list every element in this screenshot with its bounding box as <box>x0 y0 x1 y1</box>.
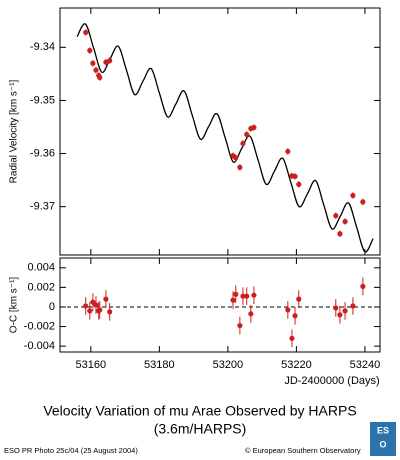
y-tick-label: -0.004 <box>24 340 55 352</box>
y-tick-label: -9.35 <box>30 94 55 106</box>
x-tick-label: 53240 <box>350 359 381 371</box>
data-point <box>240 293 246 299</box>
logo-text: O <box>379 439 386 449</box>
data-point <box>337 312 343 318</box>
y-tick-label: -9.34 <box>30 41 55 53</box>
data-point <box>97 307 103 313</box>
data-point <box>285 148 291 155</box>
data-point <box>93 67 99 73</box>
footer-right: © European Southern Observatory <box>245 446 361 455</box>
logo-text: ES <box>377 425 389 435</box>
data-point <box>292 173 298 179</box>
data-point <box>333 305 339 311</box>
data-point <box>87 47 93 54</box>
data-point <box>90 60 96 66</box>
data-point <box>251 124 257 131</box>
data-point <box>244 293 250 299</box>
plot-frame <box>59 7 381 256</box>
data-point <box>296 181 302 187</box>
data-point <box>237 322 243 329</box>
data-point <box>292 313 298 319</box>
data-point <box>350 303 356 309</box>
data-point <box>360 283 366 289</box>
data-point <box>360 199 366 205</box>
caption-title: Velocity Variation of mu Arae Observed b… <box>43 403 356 419</box>
data-point <box>248 311 254 317</box>
data-point <box>83 303 89 309</box>
logo <box>370 422 396 456</box>
data-point <box>230 297 236 303</box>
data-point <box>237 164 243 170</box>
data-point <box>337 231 343 237</box>
data-point <box>333 213 339 219</box>
data-point <box>233 291 239 297</box>
y-tick-label: -9.37 <box>30 201 55 213</box>
data-point <box>107 57 113 64</box>
footer-left: ESO PR Photo 25c/04 (25 August 2004) <box>4 446 138 455</box>
plot-frame <box>59 257 381 353</box>
x-tick-label: 53200 <box>213 359 244 371</box>
x-axis-label: JD-2400000 (Days) <box>284 375 379 387</box>
caption-subtitle: (3.6m/HARPS) <box>154 421 247 437</box>
x-tick-label: 53160 <box>76 359 107 371</box>
y-tick-label: 0.002 <box>27 281 55 293</box>
data-point <box>107 309 113 315</box>
data-point <box>103 296 109 302</box>
data-point <box>233 155 239 161</box>
data-point <box>342 218 348 225</box>
y-tick-label: 0.004 <box>27 262 55 274</box>
x-tick-label: 53180 <box>144 359 175 371</box>
data-point <box>244 131 250 138</box>
data-point <box>285 307 291 313</box>
data-point <box>97 74 103 81</box>
data-point <box>342 308 348 314</box>
model-curve <box>76 23 374 253</box>
data-point <box>289 335 295 341</box>
data-point <box>93 302 99 308</box>
data-point <box>296 296 302 302</box>
y-tick-label: -9.36 <box>30 147 55 159</box>
data-point <box>240 140 246 147</box>
y-axis-label: O-C [km s⁻¹] <box>9 277 20 334</box>
data-point <box>87 308 93 314</box>
data-point <box>350 192 356 199</box>
y-tick-label: -0.002 <box>24 320 55 332</box>
x-tick-label: 53220 <box>281 359 312 371</box>
y-tick-label: 0 <box>49 301 55 313</box>
y-axis-label: Radial Velocity [km s⁻¹] <box>9 79 20 183</box>
data-point <box>251 292 257 298</box>
data-point <box>83 29 89 36</box>
